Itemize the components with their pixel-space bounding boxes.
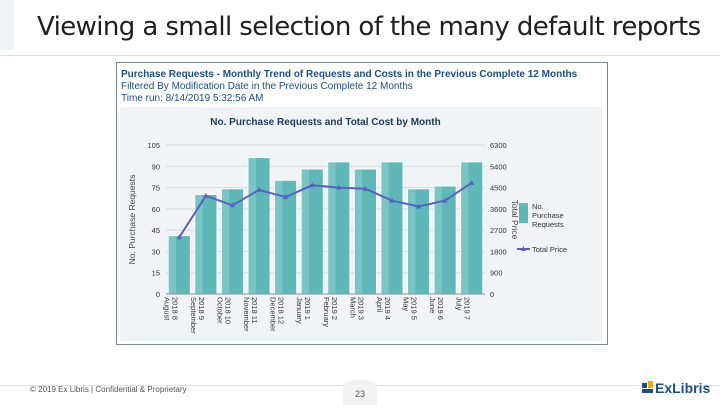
report-header: Purchase Requests - Monthly Trend of Req… [121,69,577,105]
y-tick-label: 60 [152,205,160,214]
line-marker [389,197,395,203]
bar-highlight [407,188,416,294]
report-title[interactable]: Purchase Requests - Monthly Trend of Req… [121,69,578,80]
y-axis-label: No. Purchase Requests [127,175,137,265]
footer-copyright: © 2019 Ex Libris | Confidential & Propri… [30,385,187,394]
line-marker [176,234,182,240]
x-tick-label-period: 2019 7 [463,297,472,320]
line-marker [229,202,235,208]
x-tick-label-period: 2019 6 [436,297,445,320]
x-tick-label-month: September [189,297,198,334]
y2-tick-label: 1800 [490,247,507,256]
line-marker [283,194,289,200]
y-tick-label: 15 [152,269,160,278]
x-tick-label-period: 2019 3 [356,297,365,320]
x-tick-label-period: 2018 10 [223,297,232,324]
chart-title: No. Purchase Requests and Total Cost by … [210,117,440,128]
x-tick-label-period: 2019 1 [303,297,312,320]
line-marker [416,203,422,209]
legend-line-marker [521,246,526,251]
logo-icon [642,381,653,393]
y-tick-label: 0 [156,290,160,299]
bar-highlight [194,194,203,294]
corner-accent [0,0,14,50]
x-tick-label-period: 2019 2 [330,297,339,320]
bar-highlight [327,162,336,294]
bar-highlight [168,235,177,294]
bar-highlight [354,169,363,294]
y2-axis-label: Total Price [510,200,520,240]
report-timerun: Time run: 8/14/2019 5:32:56 AM [121,93,264,104]
x-tick-label-period: 2018 8 [170,297,179,320]
x-tick-label-month: November [242,297,251,332]
legend-bar-label-line2: Purchase [532,211,564,220]
title-divider [0,55,720,56]
x-tick-label-month: October [215,297,224,324]
line-marker [309,182,315,188]
y-tick-label: 75 [152,184,160,193]
bar-highlight [381,162,389,294]
x-tick-label-month: April [375,297,384,312]
y2-tick-label: 3600 [490,205,507,214]
bar-highlight [221,188,230,294]
line-marker [442,197,448,203]
y-tick-label: 105 [147,141,160,150]
y2-tick-label: 900 [490,269,503,278]
y2-tick-label: 6300 [490,141,507,150]
legend-bar-label-line3: Requests [532,220,564,229]
x-tick-label-month: May [402,297,411,311]
x-tick-label-period: 2019 4 [383,297,392,320]
line-marker [203,192,209,198]
x-tick-label-period: 2019 5 [410,297,419,320]
bar-highlight [434,186,442,294]
y2-tick-label: 5400 [490,162,507,171]
x-tick-label-month: December [269,297,278,332]
chart-panel: No. Purchase Requests and Total Cost by … [120,107,602,341]
x-tick-label-period: 2018 12 [277,297,286,324]
report-filter: Filtered By Modification Date in the Pre… [121,81,413,92]
line-marker [256,186,262,192]
slide-title: Viewing a small selection of the many de… [37,12,701,42]
bar-highlight [460,162,469,294]
x-tick-label-month: March [348,297,357,318]
legend-bar-label-line1: No. [532,202,544,211]
chart: No. Purchase Requests and Total Cost by … [127,117,567,334]
x-tick-label-month: June [428,297,437,313]
line-marker [362,185,368,191]
x-tick-label-period: 2018 9 [197,297,206,320]
report-screenshot: Purchase Requests - Monthly Trend of Req… [116,62,608,345]
svg-text:ExLibris: ExLibris [655,380,710,396]
y-tick-label: 30 [152,247,160,256]
y2-tick-label: 0 [490,290,494,299]
legend-line-label: Total Price [532,245,567,254]
x-tick-label-period: 2018 11 [250,297,259,324]
y2-tick-label: 2700 [490,226,507,235]
x-tick-label-month: February [322,297,331,327]
bar-highlight [274,180,283,294]
line-marker [469,179,475,185]
line-marker [336,184,342,190]
bar-highlight [248,157,256,294]
total-price-line [178,182,473,238]
exlibris-logo: ExLibris [640,377,710,408]
y2-tick-label: 4500 [490,184,507,193]
y-tick-label: 90 [152,162,160,171]
x-tick-label-month: July [455,297,464,311]
y-tick-label: 45 [152,226,160,235]
x-tick-label-month: August [162,297,171,321]
page-number: 23 [343,380,377,405]
bar-highlight [301,169,309,294]
legend-bar-swatch [519,203,528,223]
x-tick-label-month: January [295,297,304,324]
